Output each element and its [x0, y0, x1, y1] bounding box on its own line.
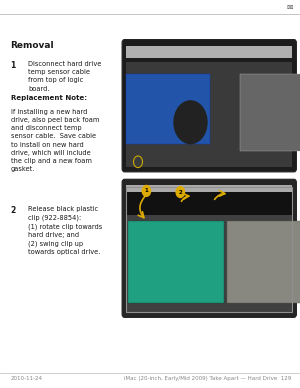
Text: ✉: ✉ — [286, 3, 292, 12]
Text: Removal: Removal — [11, 41, 54, 50]
FancyBboxPatch shape — [126, 74, 210, 144]
Circle shape — [174, 101, 207, 144]
FancyBboxPatch shape — [126, 46, 292, 58]
Circle shape — [176, 187, 184, 197]
Text: 2: 2 — [11, 206, 16, 215]
Text: 1: 1 — [11, 61, 16, 70]
Text: Disconnect hard drive
temp sensor cable
from top of logic
board.: Disconnect hard drive temp sensor cable … — [28, 61, 102, 92]
Text: Replacement Note:: Replacement Note: — [11, 95, 86, 101]
Text: 2: 2 — [178, 190, 182, 194]
Text: If installing a new hard
drive, also peel back foam
and disconnect temp
sensor c: If installing a new hard drive, also pee… — [11, 109, 99, 172]
FancyBboxPatch shape — [126, 200, 292, 312]
FancyBboxPatch shape — [122, 179, 296, 317]
Circle shape — [142, 185, 151, 196]
FancyBboxPatch shape — [128, 221, 224, 303]
Text: Release black plastic
clip (922-8854):
(1) rotate clip towards
hard drive; and
(: Release black plastic clip (922-8854): (… — [28, 206, 103, 255]
Text: 2010-11-24: 2010-11-24 — [11, 376, 43, 381]
FancyBboxPatch shape — [122, 40, 296, 172]
FancyBboxPatch shape — [240, 74, 300, 151]
FancyBboxPatch shape — [126, 62, 292, 167]
FancyBboxPatch shape — [126, 192, 292, 215]
FancyBboxPatch shape — [126, 185, 292, 197]
Text: iMac (20-inch, Early/Mid 2009) Take Apart — Hard Drive  129: iMac (20-inch, Early/Mid 2009) Take Apar… — [124, 376, 291, 381]
FancyBboxPatch shape — [226, 221, 300, 303]
Text: 1: 1 — [145, 189, 148, 193]
